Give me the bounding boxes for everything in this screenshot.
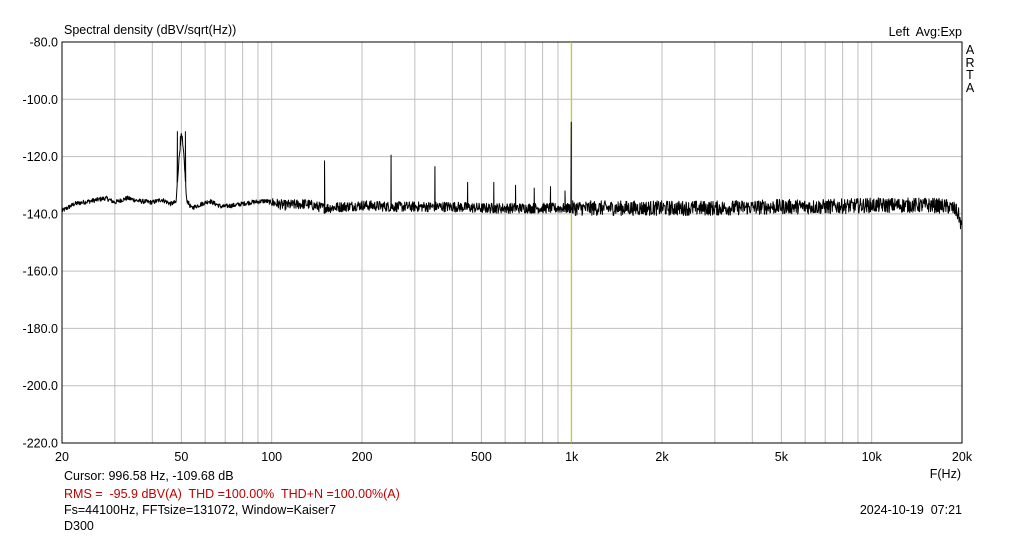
x-tick-label: 50: [174, 450, 188, 464]
x-tick-label: 1k: [565, 450, 579, 464]
rms-status: RMS = -95.9 dBV(A) THD =100.00% THD+N =1…: [64, 487, 400, 501]
device-name: D300: [64, 519, 94, 533]
x-tick-label: 5k: [775, 450, 789, 464]
plot-frame: [61, 41, 963, 444]
x-tick-label: 2k: [655, 450, 669, 464]
channel-label: Left Avg:Exp: [888, 25, 962, 39]
y-tick-labels: -80.0 -100.0 -120.0 -140.0 -160.0 -180.0 -200.…: [23, 36, 58, 451]
x-tick-label: 10k: [862, 450, 883, 464]
timestamp: 2024-10-19 07:21: [859, 503, 962, 517]
brand-watermark: A R T A: [965, 44, 975, 94]
chart-title: Spectral density (dBV/sqrt(Hz)): [64, 23, 237, 37]
brand-letter: R: [965, 55, 975, 70]
x-tick-label: 20: [55, 450, 69, 464]
analyzer-settings: Fs=44100Hz, FFTsize=131072, Window=Kaise…: [64, 503, 337, 517]
y-tick-label: -80.0: [30, 36, 59, 50]
y-tick-label: -200.0: [23, 379, 58, 393]
x-tick-label: 20k: [952, 450, 973, 464]
x-tick-label: 200: [352, 450, 373, 464]
y-tick-label: -220.0: [23, 437, 58, 451]
x-tick-label: 100: [261, 450, 282, 464]
y-tick-label: -120.0: [23, 150, 58, 164]
grid: [62, 41, 962, 444]
brand-letter: A: [965, 80, 975, 95]
y-tick-label: -100.0: [23, 93, 58, 107]
x-tick-labels: 20 50 100 200 500 1k 2k 5k 10k 20k: [55, 450, 973, 464]
brand-letter: A: [965, 43, 975, 57]
brand-letter: T: [966, 68, 974, 82]
y-tick-label: -140.0: [23, 207, 58, 221]
y-tick-label: -180.0: [23, 322, 58, 336]
spectrum-trace: [61, 121, 963, 230]
x-tick-label: 500: [471, 450, 492, 464]
y-tick-label: -160.0: [23, 265, 58, 279]
cursor-readout: Cursor: 996.58 Hz, -109.68 dB: [64, 469, 234, 483]
x-axis-label: F(Hz): [930, 467, 961, 481]
